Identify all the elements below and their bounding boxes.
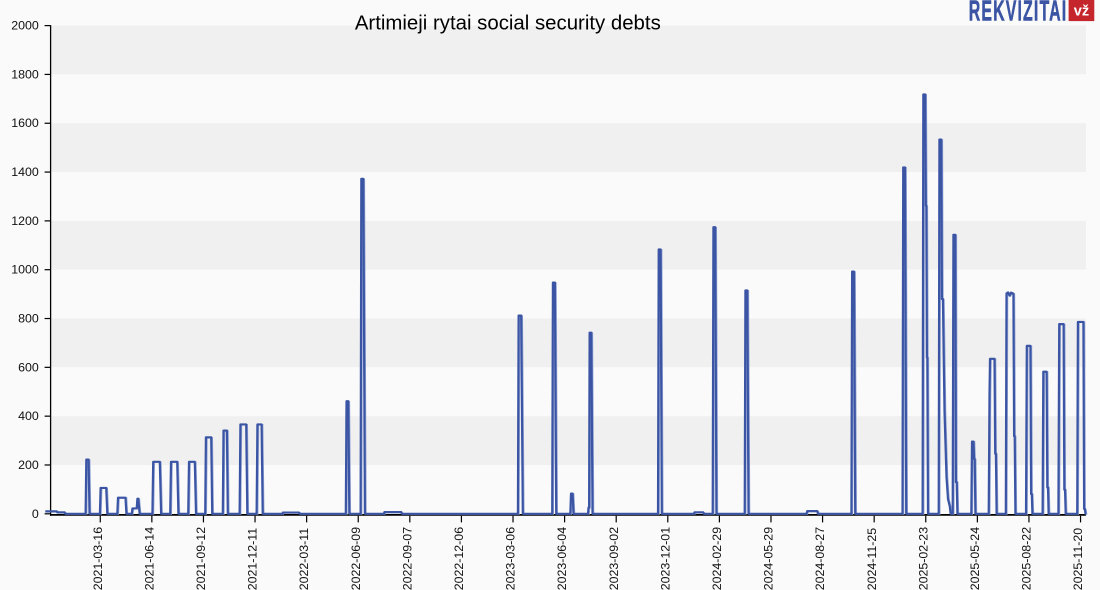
svg-text:0: 0 xyxy=(32,507,39,521)
svg-text:1000: 1000 xyxy=(11,263,39,277)
svg-text:2024-02-29: 2024-02-29 xyxy=(710,527,724,590)
svg-text:Artimieji rytai social securit: Artimieji rytai social security debts xyxy=(355,13,661,35)
svg-text:1600: 1600 xyxy=(11,116,39,130)
svg-text:2021-12-11: 2021-12-11 xyxy=(246,528,260,590)
svg-text:2000: 2000 xyxy=(11,19,39,33)
svg-text:400: 400 xyxy=(18,409,39,423)
svg-text:2021-06-14: 2021-06-14 xyxy=(142,527,156,590)
svg-text:2022-06-09: 2022-06-09 xyxy=(349,527,363,590)
svg-text:800: 800 xyxy=(18,312,39,326)
svg-text:2025-11-20: 2025-11-20 xyxy=(1071,528,1085,590)
svg-text:2024-08-27: 2024-08-27 xyxy=(813,527,827,590)
svg-text:1200: 1200 xyxy=(11,214,39,228)
svg-text:vž: vž xyxy=(1074,3,1089,19)
svg-text:2023-06-04: 2023-06-04 xyxy=(555,527,569,590)
svg-text:2024-11-25: 2024-11-25 xyxy=(865,528,879,590)
svg-text:2021-09-12: 2021-09-12 xyxy=(194,527,208,590)
svg-text:2025-08-22: 2025-08-22 xyxy=(1020,527,1034,590)
svg-text:200: 200 xyxy=(18,458,39,472)
svg-text:600: 600 xyxy=(18,360,39,374)
svg-text:REKVIZITAI: REKVIZITAI xyxy=(969,0,1068,27)
svg-text:2022-12-06: 2022-12-06 xyxy=(452,527,466,590)
svg-text:2025-02-23: 2025-02-23 xyxy=(916,527,930,590)
svg-text:1800: 1800 xyxy=(11,67,39,81)
svg-text:2022-09-07: 2022-09-07 xyxy=(400,527,414,590)
svg-text:2025-05-24: 2025-05-24 xyxy=(968,527,982,590)
svg-text:2023-12-01: 2023-12-01 xyxy=(658,527,672,590)
svg-text:1400: 1400 xyxy=(11,165,39,179)
svg-text:2024-05-29: 2024-05-29 xyxy=(762,527,776,590)
svg-text:2023-09-02: 2023-09-02 xyxy=(607,527,621,590)
svg-text:2023-03-06: 2023-03-06 xyxy=(504,527,518,590)
svg-text:2022-03-11: 2022-03-11 xyxy=(297,528,311,590)
svg-text:2021-03-16: 2021-03-16 xyxy=(91,527,105,590)
